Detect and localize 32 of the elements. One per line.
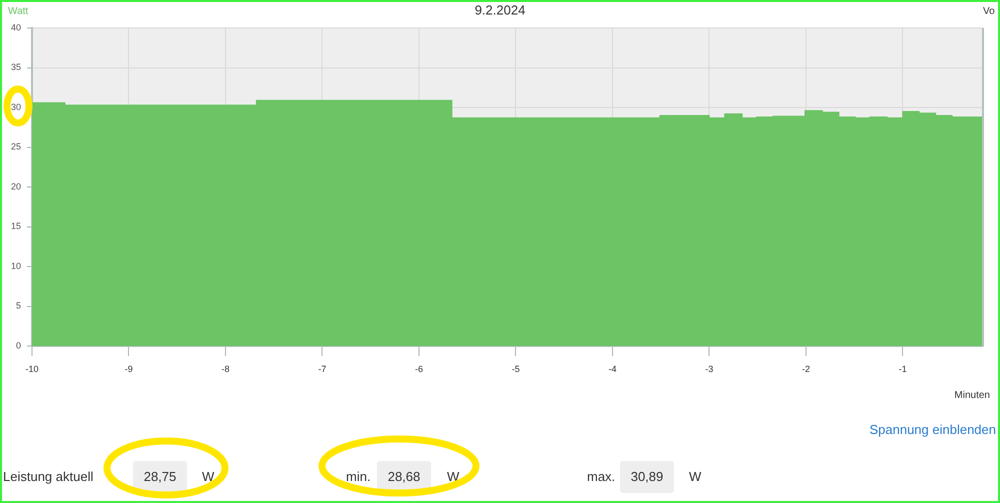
text: max. [587, 469, 616, 485]
x-tick-label: -1 [898, 364, 907, 374]
y-tick-label: 25 [10, 142, 21, 152]
text: Leistung aktuell [3, 469, 94, 485]
text: W [689, 469, 702, 485]
text: min. [346, 469, 371, 485]
y-tick-label: 20 [10, 181, 21, 192]
y-tick-label: 40 [10, 22, 21, 32]
y-tick-label: 5 [16, 300, 21, 311]
x-tick-label: -7 [318, 364, 326, 374]
y-axis-title: Watt [8, 6, 28, 17]
text: Spannung einblenden [869, 422, 996, 438]
x-tick-label: -2 [802, 364, 810, 374]
y-tick-label: 30 [10, 102, 21, 112]
y-tick-label: 35 [10, 62, 21, 72]
x-tick-label: -5 [512, 364, 520, 374]
value-field: 28,75 [133, 461, 187, 493]
y2-axis-title: Vo [983, 6, 996, 17]
text: W [447, 469, 460, 485]
chart-title: 9.2.2024 [474, 2, 526, 18]
text: W [202, 469, 214, 485]
y-tick-label: 0 [16, 340, 21, 350]
x-axis-title: Minuten [954, 390, 990, 401]
x-tick-label: -10 [25, 364, 39, 374]
value-field: 30,89 [620, 461, 674, 493]
x-tick-label: -4 [608, 364, 616, 374]
x-tick-label: -3 [705, 364, 714, 374]
x-tick-label: -9 [124, 364, 133, 374]
x-tick-label: -8 [221, 364, 230, 374]
y-tick-label: 15 [10, 221, 21, 232]
y-tick-label: 10 [10, 260, 21, 271]
x-tick-label: -6 [414, 364, 423, 374]
